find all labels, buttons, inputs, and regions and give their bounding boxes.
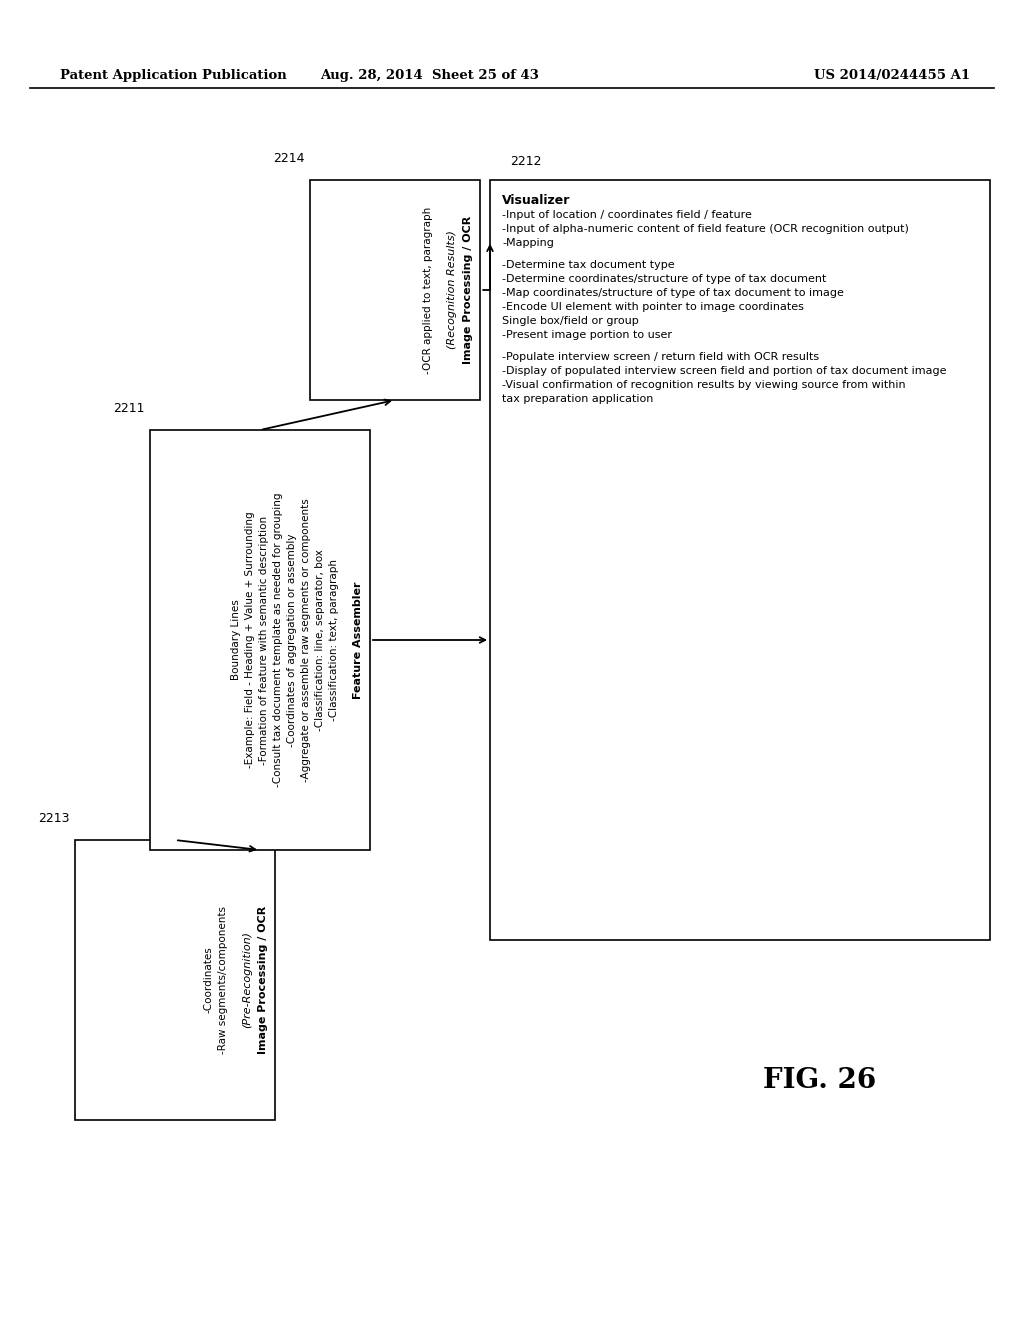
Text: -Input of location / coordinates field / feature: -Input of location / coordinates field /… [502,210,752,220]
Text: 2214: 2214 [273,152,305,165]
Text: -Mapping: -Mapping [502,238,554,248]
Text: Feature Assembler: Feature Assembler [353,581,362,698]
Text: -Coordinates of aggregation or assembly: -Coordinates of aggregation or assembly [287,533,297,747]
Text: -Input of alpha-numeric content of field feature (OCR recognition output): -Input of alpha-numeric content of field… [502,224,909,234]
Text: 2212: 2212 [510,154,542,168]
Text: -Classification: text, paragraph: -Classification: text, paragraph [329,558,339,721]
Text: -Determine tax document type: -Determine tax document type [502,260,675,271]
Text: -Encode UI element with pointer to image coordinates: -Encode UI element with pointer to image… [502,302,804,312]
Text: FIG. 26: FIG. 26 [763,1067,877,1093]
Text: US 2014/0244455 A1: US 2014/0244455 A1 [814,69,970,82]
Text: -Raw segments/components: -Raw segments/components [218,906,228,1053]
Text: -Coordinates: -Coordinates [204,946,214,1014]
Text: Boundary Lines: Boundary Lines [231,599,241,680]
Bar [310,180,480,400]
Text: 2211: 2211 [114,403,145,414]
Text: -Classification: line, separator, box: -Classification: line, separator, box [315,549,325,731]
Text: -Aggregate or assemble raw segments or components: -Aggregate or assemble raw segments or c… [301,498,311,781]
Text: -OCR applied to text, paragraph: -OCR applied to text, paragraph [423,206,433,374]
Text: (Pre-Recognition): (Pre-Recognition) [242,932,252,1028]
Bar [150,430,370,850]
Text: -Display of populated interview screen field and portion of tax document image: -Display of populated interview screen f… [502,366,946,376]
Text: 2213: 2213 [39,812,70,825]
Text: Aug. 28, 2014  Sheet 25 of 43: Aug. 28, 2014 Sheet 25 of 43 [321,69,540,82]
Text: -Example: Field - Heading + Value + Surrounding: -Example: Field - Heading + Value + Surr… [245,512,255,768]
Text: Visualizer: Visualizer [502,194,570,207]
Text: tax preparation application: tax preparation application [502,393,653,404]
Text: -Present image portion to user: -Present image portion to user [502,330,672,341]
Text: -Determine coordinates/structure of type of tax document: -Determine coordinates/structure of type… [502,275,826,284]
Text: Single box/field or group: Single box/field or group [502,315,639,326]
Text: -Formation of feature with semantic description: -Formation of feature with semantic desc… [259,515,269,764]
Bar [75,840,275,1119]
Text: (Recognition Results): (Recognition Results) [447,231,457,350]
Text: -Populate interview screen / return field with OCR results: -Populate interview screen / return fiel… [502,352,819,362]
Text: Image Processing / OCR: Image Processing / OCR [258,906,268,1055]
Text: -Visual confirmation of recognition results by viewing source from within: -Visual confirmation of recognition resu… [502,380,905,389]
Text: -Consult tax document template as needed for grouping: -Consult tax document template as needed… [273,492,283,787]
Text: -Map coordinates/structure of type of tax document to image: -Map coordinates/structure of type of ta… [502,288,844,298]
Text: Patent Application Publication: Patent Application Publication [60,69,287,82]
Bar [490,180,990,940]
Text: Image Processing / OCR: Image Processing / OCR [463,216,473,364]
